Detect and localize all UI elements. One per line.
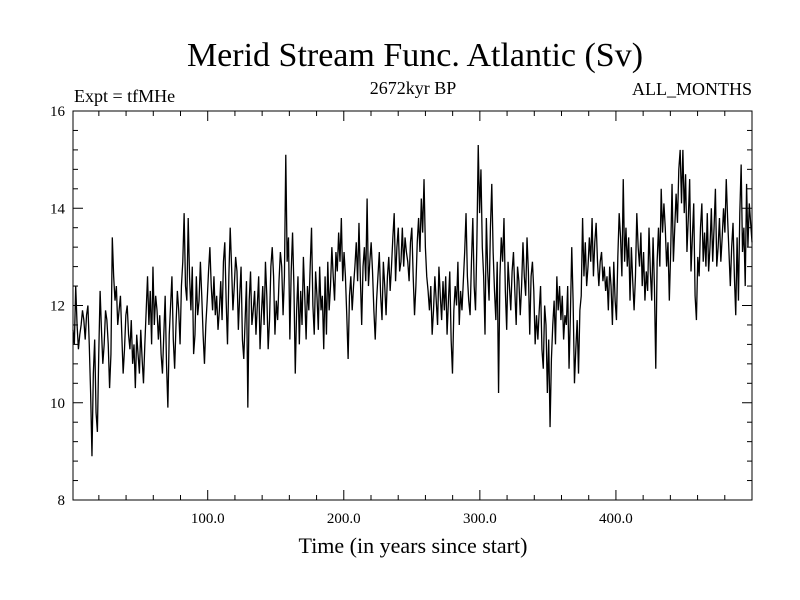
x-axis-label: Time (in years since start): [299, 533, 528, 558]
plot-area: 100.0 200.0 300.0 400.0 8 10 12 14 16: [50, 104, 753, 527]
plot-frame: [72, 110, 753, 501]
x-tick-label: 100.0: [191, 511, 225, 527]
x-tick-label: 300.0: [463, 511, 497, 527]
experiment-label: Expt = tfMHe: [74, 86, 175, 106]
x-tick-label: 400.0: [599, 511, 633, 527]
chart-title: Merid Stream Func. Atlantic (Sv): [187, 37, 643, 74]
y-tick-label: 10: [50, 396, 65, 412]
y-tick-label: 16: [50, 104, 66, 120]
y-tick-label: 14: [50, 201, 66, 217]
y-tick-label: 8: [58, 493, 66, 509]
y-tick-label: 12: [50, 299, 65, 315]
x-tick-label: 200.0: [327, 511, 361, 527]
months-label: ALL_MONTHS: [632, 79, 752, 99]
period-label: 2672kyr BP: [370, 78, 457, 98]
series-line: [72, 145, 753, 457]
